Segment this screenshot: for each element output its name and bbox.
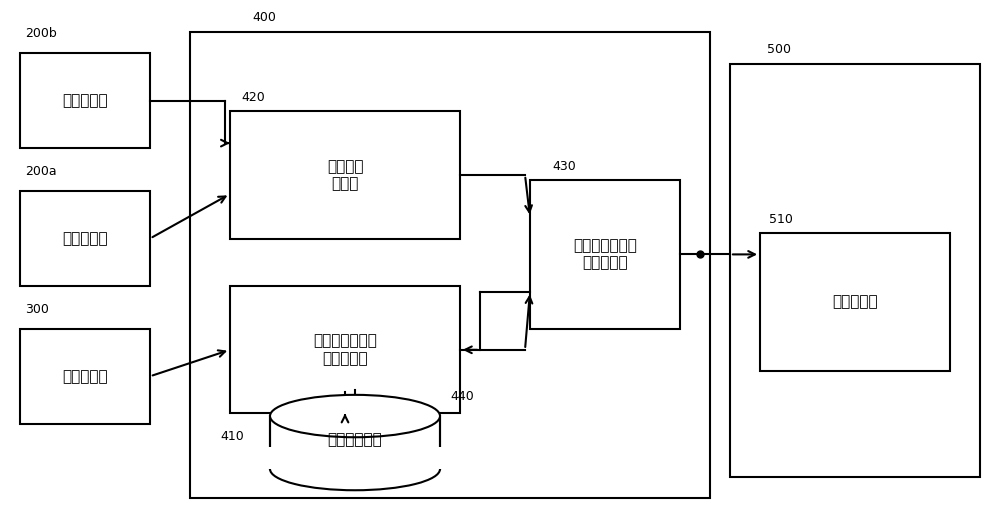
Text: 商品位置决定部
（货架用）: 商品位置决定部 （货架用）: [313, 333, 377, 366]
Text: 400: 400: [252, 11, 276, 24]
Text: 结算处理部: 结算处理部: [832, 295, 878, 310]
Text: 510: 510: [770, 213, 793, 226]
FancyBboxPatch shape: [230, 111, 460, 238]
Text: 410: 410: [220, 430, 244, 443]
Text: 商品位置决定部
（整合用）: 商品位置决定部 （整合用）: [573, 238, 637, 271]
Text: 测距传感器: 测距传感器: [62, 93, 108, 108]
FancyBboxPatch shape: [190, 32, 710, 498]
Ellipse shape: [270, 395, 440, 437]
FancyBboxPatch shape: [230, 286, 460, 413]
Text: 300: 300: [25, 303, 49, 316]
FancyBboxPatch shape: [20, 191, 150, 286]
FancyBboxPatch shape: [20, 53, 150, 148]
FancyBboxPatch shape: [270, 416, 440, 469]
Text: 伸手位置
决定部: 伸手位置 决定部: [327, 158, 363, 191]
Text: 商品管理信息: 商品管理信息: [328, 432, 382, 447]
Text: 测距传感器: 测距传感器: [62, 231, 108, 246]
Text: 440: 440: [450, 390, 474, 403]
Ellipse shape: [270, 448, 440, 490]
FancyBboxPatch shape: [730, 64, 980, 477]
Text: 430: 430: [552, 160, 576, 173]
FancyBboxPatch shape: [760, 233, 950, 371]
FancyBboxPatch shape: [20, 329, 150, 424]
Text: 500: 500: [768, 43, 792, 56]
FancyBboxPatch shape: [268, 447, 442, 469]
Text: 重量传感器: 重量传感器: [62, 369, 108, 384]
Text: 200a: 200a: [25, 165, 57, 178]
Text: 420: 420: [242, 91, 265, 104]
Text: 200b: 200b: [25, 27, 57, 40]
FancyBboxPatch shape: [530, 180, 680, 329]
